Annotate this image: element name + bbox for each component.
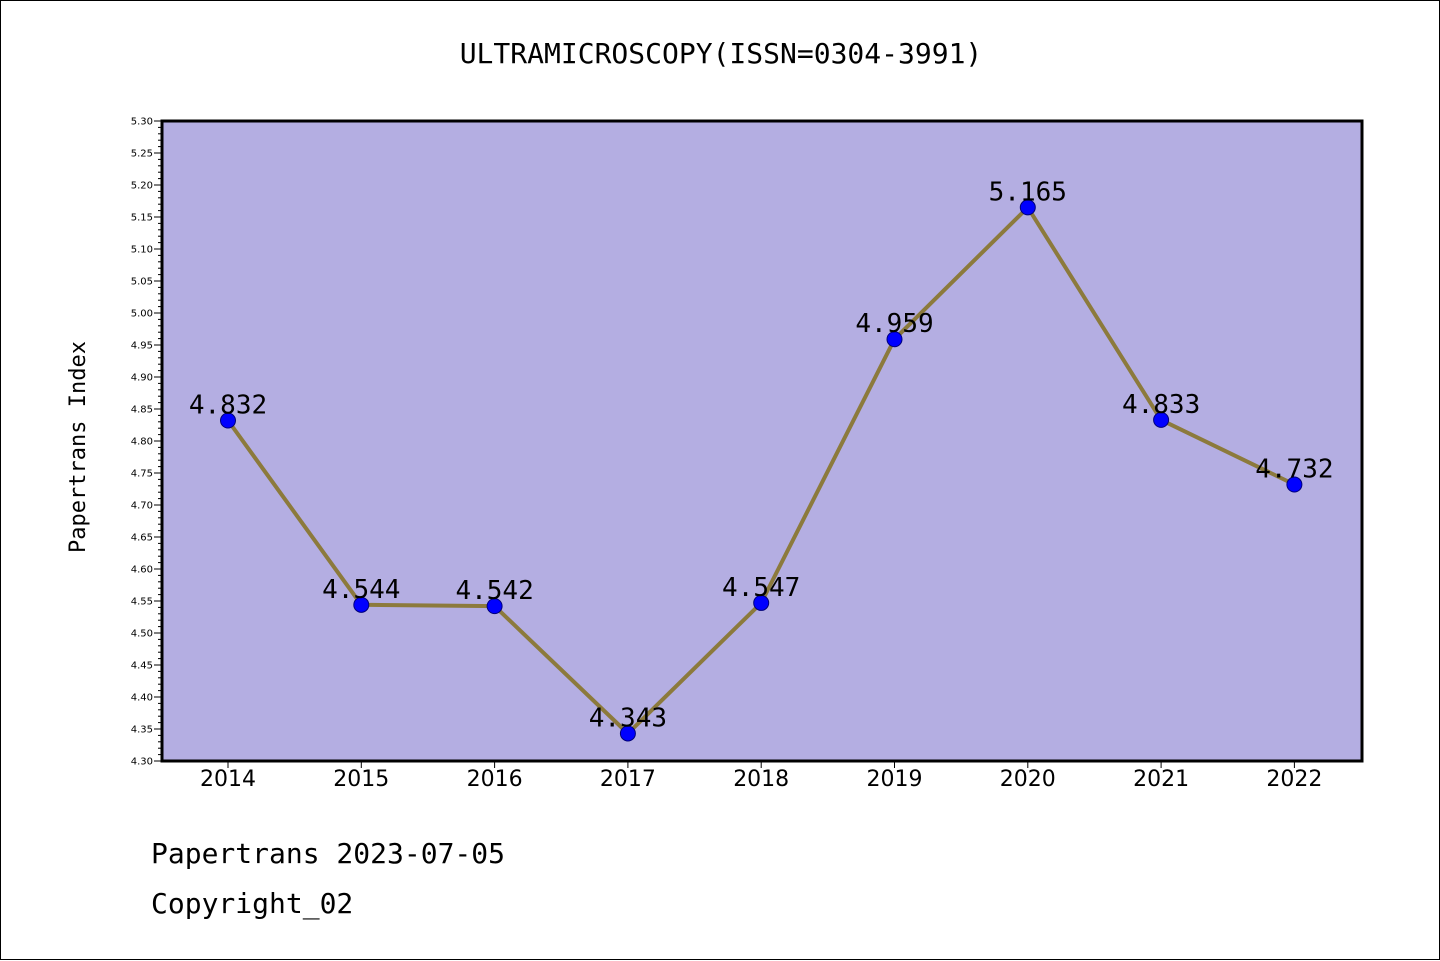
data-point-2020 <box>1019 199 1036 216</box>
data-label-2019: 4.959 <box>855 309 933 339</box>
y-tick-label: 4.80 <box>131 437 153 448</box>
x-tick-label: 2014 <box>200 767 256 792</box>
y-tick-label: 4.40 <box>131 693 153 704</box>
plot-area <box>162 121 1362 761</box>
y-tick-label: 4.75 <box>131 469 153 480</box>
data-label-2016: 4.542 <box>455 576 533 606</box>
data-label-2017: 4.343 <box>589 703 667 733</box>
y-tick-label: 4.65 <box>131 533 153 544</box>
data-point-2018 <box>753 594 770 611</box>
y-tick-label: 4.90 <box>131 373 153 384</box>
data-label-2020: 5.165 <box>989 177 1067 207</box>
y-axis-label: Papertrans Index <box>66 341 91 553</box>
y-tick-label: 4.35 <box>131 725 153 736</box>
footer-date: Papertrans 2023-07-05 <box>151 837 506 870</box>
data-label-2021: 4.833 <box>1122 390 1200 420</box>
y-tick-label: 4.30 <box>131 757 153 768</box>
series-markers <box>220 199 1303 742</box>
x-tick-label: 2020 <box>1000 767 1056 792</box>
y-tick-label: 5.05 <box>131 277 153 288</box>
data-point-2014 <box>220 412 236 429</box>
y-tick-label: 4.55 <box>131 597 153 608</box>
y-tick-label: 4.45 <box>131 661 153 672</box>
y-tick-label: 4.95 <box>131 341 153 352</box>
data-label-2015: 4.544 <box>322 575 400 605</box>
data-labels: 4.832 4.544 4.542 4.343 4.547 4.959 5.165 4.833… <box>189 177 1334 733</box>
y-tick-label: 5.25 <box>131 149 153 160</box>
x-tick-label: 2019 <box>867 767 923 792</box>
x-tick-label: 2022 <box>1266 767 1322 792</box>
x-tick-label: 2017 <box>600 767 656 792</box>
y-tick-label: 5.15 <box>131 213 153 224</box>
data-point-2015 <box>353 596 370 613</box>
y-axis: 4.30 4.35 4.40 4.45 4.50 4.55 4.60 4.65 4.70 4.75… <box>131 117 162 768</box>
chart-title: ULTRAMICROSCOPY(ISSN=0304-3991) <box>459 37 983 70</box>
data-label-2014: 4.832 <box>189 391 267 421</box>
data-point-2019 <box>886 331 903 348</box>
data-point-2021 <box>1153 411 1170 428</box>
footer-copyright: Copyright_02 <box>151 887 354 920</box>
data-point-2016 <box>486 598 503 615</box>
x-tick-label: 2016 <box>467 767 523 792</box>
y-tick-label: 4.70 <box>131 501 153 512</box>
data-point-2022 <box>1286 476 1303 493</box>
y-tick-label: 4.60 <box>131 565 153 576</box>
x-tick-label: 2018 <box>733 767 789 792</box>
y-tick-label: 5.30 <box>131 117 153 128</box>
y-tick-label: 5.00 <box>131 309 153 320</box>
y-tick-label: 5.20 <box>131 181 153 192</box>
data-label-2018: 4.547 <box>722 573 800 603</box>
x-tick-label: 2015 <box>333 767 389 792</box>
y-tick-label: 4.85 <box>131 405 153 416</box>
x-axis: 2014 2015 2016 2017 2018 2019 2020 2021 2022 <box>200 761 1322 792</box>
data-label-2022: 4.732 <box>1255 455 1333 485</box>
y-tick-label: 4.50 <box>131 629 153 640</box>
plot-border <box>160 119 1364 763</box>
y-tick-label: 5.10 <box>131 245 153 256</box>
x-tick-label: 2021 <box>1133 767 1189 792</box>
data-point-2017 <box>619 725 636 742</box>
